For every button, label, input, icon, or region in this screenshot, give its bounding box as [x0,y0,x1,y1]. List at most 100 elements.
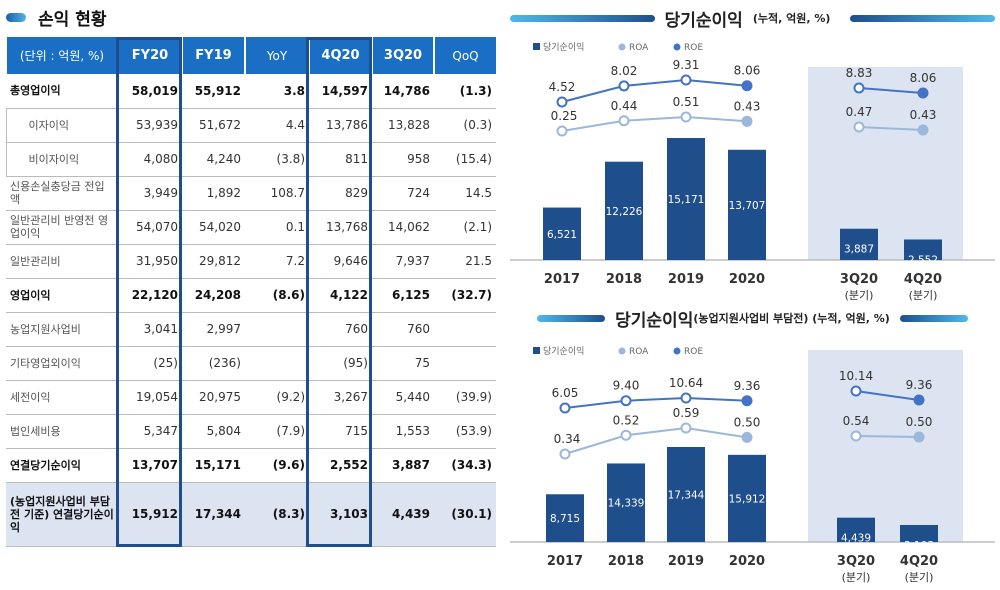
x-tick-label: 4Q20 [900,554,938,569]
roa-data-label: 0.25 [551,109,578,123]
roa-point [913,431,925,443]
x-tick-label: 3Q20 [840,272,878,287]
roa-line [561,115,748,132]
roe-line [564,396,748,409]
row-label: 총영업이익 [6,74,118,109]
table-cell: 5,347 [118,414,182,449]
roe-data-label: 9.36 [906,378,933,392]
table-cell: (25) [118,346,182,381]
bar-data-label: 4,439 [841,533,871,545]
roe-point [741,395,753,407]
table-cell: 54,070 [118,210,182,245]
roa-point [620,429,632,441]
x-tick-label: 2020 [729,554,765,569]
legend-swatch-roe [673,347,681,355]
roe-point [917,87,929,99]
roe-point [556,96,568,108]
table-cell: (9.2) [245,380,309,415]
roe-data-label: 9.36 [734,379,761,393]
table-cell: 811 [309,142,372,177]
table-row: 세전이익 19,054 20,975 (9.2) 3,267 5,440 (39.9) [6,380,496,415]
roa-data-label: 0.34 [554,432,581,446]
x-tick-label: 2020 [729,272,765,287]
x-tick-label: 4Q20 [904,272,942,287]
roe-data-label: 8.06 [734,64,761,78]
row-label: 법인세비용 [6,414,118,449]
roe-line [858,87,924,94]
bar-data-label: 3,887 [844,244,874,256]
roa-point [559,448,571,460]
legend-label: ROE [684,43,703,53]
table-cell: 75 [372,346,434,381]
charts-svg: 당기순이익 ROA ROE 6,521 2017 12,226 2018 15,171 2019… [510,41,995,584]
legend-label: ROA [629,347,649,357]
table-cell: (9.6) [245,448,309,483]
bar [837,517,875,542]
chart2-title-text: 당기순이익 [615,310,694,331]
column-header: QoQ [433,37,496,74]
table-cell: 6,125 [372,278,434,313]
table-cell: 15,171 [182,448,245,483]
table-row: 이자이익 53,939 51,672 4.4 13,786 13,828 (0.3) [5,108,496,143]
table-cell: 7,937 [372,244,434,279]
x-tick-sublabel: (분기) [842,571,871,584]
roa-point [741,431,753,443]
roe-data-label: 8.02 [611,64,638,78]
table-cell: (1.3) [434,74,496,109]
chart2-title: 당기순이익 (농업지원사업비 부담전) (누적, 억원, %) [505,307,1000,331]
bar-data-label: 8,715 [550,513,580,525]
roe-point [680,392,692,404]
table-cell: 4,439 [372,482,434,547]
x-tick-label: 2017 [547,554,583,569]
table-cell: 760 [372,312,434,347]
table-cell: 4,240 [182,142,245,177]
row-label: 신용손실충당금 전입액 [6,176,118,211]
legend-swatch-roa [618,43,626,51]
row-label: 일반관리비 반영전 영업이익 [6,210,118,245]
table-cell: (8.3) [245,482,309,547]
quarter-panel [808,67,963,260]
row-label: 연결당기순이익 [6,448,118,483]
roe-point [620,395,632,407]
chart1-title-text: 당기순이익 [664,10,743,31]
table-cell [434,312,496,347]
table-cell: 19,054 [118,380,182,415]
bar [904,239,942,260]
table-cell: 4.4 [245,108,309,143]
table-cell: (15.4) [434,142,496,177]
row-label: 이자이익 [5,108,118,143]
table-cell: 715 [309,414,372,449]
section-title: 손익 현황 [6,5,106,30]
roe-point [850,385,862,397]
bar-data-label: 13,707 [729,200,766,212]
table-cell: (39.9) [434,380,496,415]
row-label: 일반관리비 [6,244,118,279]
chart2-subtitle: (농업지원사업비 부담전) (누적, 억원, %) [693,312,890,325]
x-tick-sublabel: (분기) [845,289,874,302]
table-cell: 1,892 [182,176,245,211]
table-cell: 29,812 [182,244,245,279]
title-deco-bar [850,14,995,22]
bar-data-label: 15,171 [668,194,705,206]
table-cell: (95) [309,346,372,381]
table-cell: 13,707 [118,448,182,483]
table-cell: 2,552 [309,448,372,483]
legend-swatch-bar [533,347,540,354]
column-header: 4Q20 [308,37,372,74]
table-cell: 1,553 [372,414,434,449]
table-row: 총영업이익 58,019 55,912 3.8 14,597 14,786 (1.3) [6,74,496,109]
legend-label: 당기순이익 [543,345,584,357]
bar [728,149,766,260]
legend-label: ROA [629,43,649,53]
table-cell: 3,267 [309,380,372,415]
row-label: 농업지원사업비 [6,312,118,347]
table-cell: 20,975 [182,380,245,415]
roa-line [858,126,924,131]
table-cell: 14,062 [372,210,434,245]
table-cell: 24,208 [182,278,245,313]
bar [840,228,878,260]
roe-point [680,74,692,86]
roa-data-label: 0.51 [673,95,700,109]
table-cell: 54,020 [182,210,245,245]
column-header: 3Q20 [371,37,434,74]
